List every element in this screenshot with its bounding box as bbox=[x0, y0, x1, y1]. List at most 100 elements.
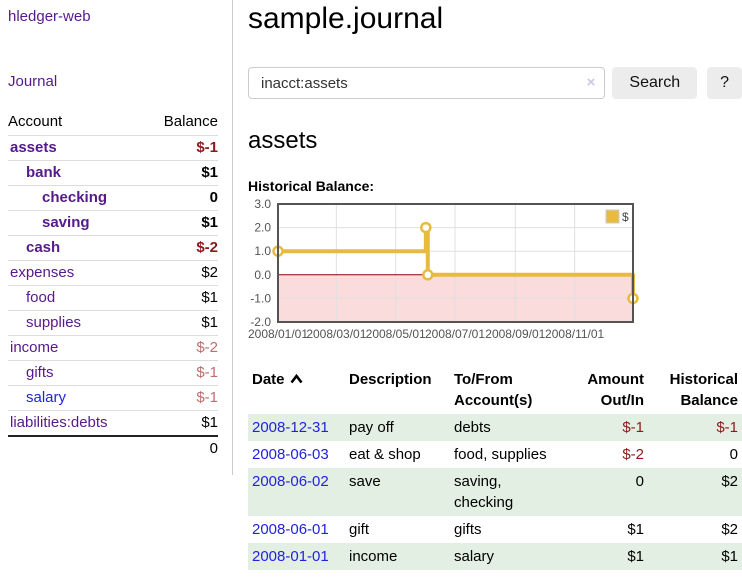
transaction-balance: $1 bbox=[721, 548, 738, 565]
search-button[interactable]: Search bbox=[612, 67, 698, 99]
transaction-date-cell: 2008-06-02 bbox=[248, 468, 345, 516]
column-header-balance[interactable]: Historical Balance bbox=[669, 371, 738, 409]
transaction-date-link[interactable]: 2008-06-01 bbox=[252, 521, 329, 538]
search-input[interactable] bbox=[248, 67, 606, 99]
app-title: hledger-web bbox=[8, 8, 218, 26]
plot-border bbox=[277, 203, 634, 323]
column-header-accounts[interactable]: To/From Account(s) bbox=[454, 371, 533, 409]
page-title: sample.journal bbox=[248, 2, 444, 35]
transaction-row[interactable]: 2008-12-31 pay off debts $-1 $-1 bbox=[248, 414, 742, 441]
account-row: checking 0 bbox=[8, 185, 218, 211]
transaction-date-cell: 2008-06-03 bbox=[248, 441, 345, 468]
legend-swatch bbox=[605, 209, 620, 224]
sidebar-nav: Journal bbox=[8, 73, 218, 91]
chart-title: Historical Balance: bbox=[248, 178, 375, 194]
accounts-table-body: assets $-1 bank $1 checking 0 saving $1 cash $-2 e… bbox=[8, 135, 218, 436]
account-link[interactable]: saving bbox=[42, 214, 90, 231]
transaction-accounts: gifts bbox=[454, 521, 482, 538]
search-input-wrap: × bbox=[248, 67, 606, 99]
account-link[interactable]: food bbox=[26, 289, 56, 306]
transaction-accounts: debts bbox=[454, 419, 491, 436]
transactions-table: Date Description To/From Account(s) Amou… bbox=[248, 366, 742, 570]
account-name-cell: food bbox=[8, 285, 144, 311]
account-balance: $-2 bbox=[143, 235, 218, 261]
account-link[interactable]: supplies bbox=[26, 314, 82, 331]
column-header-description[interactable]: Description bbox=[349, 371, 432, 388]
x-axis-tick-label: 2008/05/01 bbox=[366, 327, 426, 341]
account-name-cell: income bbox=[8, 335, 144, 361]
transactions-header-row: Date Description To/From Account(s) Amou… bbox=[248, 366, 742, 414]
account-row: salary $-1 bbox=[8, 385, 218, 411]
x-axis-tick-label: 2008/01/01 bbox=[248, 327, 308, 341]
transaction-row[interactable]: 2008-06-01 gift gifts $1 $2 bbox=[248, 516, 742, 543]
account-row: bank $1 bbox=[8, 160, 218, 186]
transaction-date-link[interactable]: 2008-12-31 bbox=[252, 419, 329, 436]
accounts-total-spacer bbox=[8, 435, 144, 461]
account-link[interactable]: expenses bbox=[10, 264, 75, 281]
transaction-balance: 0 bbox=[729, 446, 738, 463]
account-balance: $1 bbox=[143, 285, 218, 311]
account-link[interactable]: gifts bbox=[26, 364, 54, 381]
x-axis-tick-label: 2008/11/01 bbox=[545, 327, 604, 341]
column-header-amount[interactable]: Amount Out/In bbox=[587, 371, 644, 409]
help-button[interactable]: ? bbox=[707, 67, 742, 99]
account-name-cell: liabilities:debts bbox=[8, 410, 144, 436]
y-axis-tick-label: -2.0 bbox=[250, 315, 271, 329]
transaction-date-link[interactable]: 2008-06-03 bbox=[252, 446, 329, 463]
x-axis-tick-label: 2008/03/01 bbox=[306, 327, 366, 341]
account-name-cell: cash bbox=[8, 235, 144, 261]
transaction-accounts: saving, checking bbox=[454, 473, 514, 511]
transactions-table-body: 2008-12-31 pay off debts $-1 $-1 2008-06-03 ea… bbox=[248, 414, 742, 570]
chart-canvas: 3.0 2.0 1.0 0.0 -1.0 -2.02008/01/012008/03/01… bbox=[248, 197, 639, 341]
section-title: assets bbox=[248, 127, 318, 154]
account-name-cell: salary bbox=[8, 385, 144, 411]
account-link[interactable]: checking bbox=[42, 189, 108, 206]
transaction-row[interactable]: 2008-06-03 eat & shop food, supplies $-2 0 bbox=[248, 441, 742, 468]
transaction-amount: $-2 bbox=[622, 446, 644, 463]
y-axis-tick-label: 3.0 bbox=[254, 197, 271, 211]
account-name-cell: bank bbox=[8, 160, 144, 186]
data-point bbox=[422, 269, 434, 281]
transaction-date-cell: 2008-01-01 bbox=[248, 543, 345, 570]
account-row: cash $-2 bbox=[8, 235, 218, 261]
transaction-date-cell: 2008-06-01 bbox=[248, 516, 345, 543]
accounts-total-row: 0 bbox=[8, 435, 218, 461]
transaction-date-cell: 2008-12-31 bbox=[248, 414, 345, 441]
account-link[interactable]: bank bbox=[26, 164, 62, 181]
transaction-balance: $-1 bbox=[716, 419, 738, 436]
clear-search-icon[interactable]: × bbox=[586, 74, 596, 91]
transaction-date-link[interactable]: 2008-06-02 bbox=[252, 473, 329, 490]
sidebar: hledger-web Journal Account Balance asse… bbox=[0, 0, 233, 475]
account-link[interactable]: salary bbox=[26, 389, 67, 406]
account-name-cell: expenses bbox=[8, 260, 144, 286]
column-header-date[interactable]: Date bbox=[248, 366, 345, 414]
account-link[interactable]: assets bbox=[10, 139, 57, 156]
account-link[interactable]: liabilities:debts bbox=[10, 414, 108, 431]
account-row: income $-2 bbox=[8, 335, 218, 361]
transaction-amount: $1 bbox=[627, 548, 644, 565]
app-title-link[interactable]: hledger-web bbox=[8, 8, 91, 25]
y-axis-tick-label: 1.0 bbox=[254, 244, 271, 258]
transaction-row[interactable]: 2008-01-01 income salary $1 $1 bbox=[248, 543, 742, 570]
transaction-description: eat & shop bbox=[349, 446, 421, 463]
y-axis-tick-label: -1.0 bbox=[250, 291, 271, 305]
legend-label: $ bbox=[622, 210, 629, 224]
sort-ascending-icon bbox=[289, 369, 303, 390]
account-balance: 0 bbox=[143, 185, 218, 211]
account-link[interactable]: cash bbox=[26, 239, 61, 256]
transaction-row[interactable]: 2008-06-02 save saving, checking 0 $2 bbox=[248, 468, 742, 516]
account-balance: $1 bbox=[143, 310, 218, 336]
account-name-cell: gifts bbox=[8, 360, 144, 386]
account-name-cell: supplies bbox=[8, 310, 144, 336]
transaction-date-link[interactable]: 2008-01-01 bbox=[252, 548, 329, 565]
account-row: assets $-1 bbox=[8, 135, 218, 161]
sidebar-item-journal[interactable]: Journal bbox=[8, 73, 58, 90]
transaction-description: save bbox=[349, 473, 381, 490]
accounts-header-account: Account bbox=[8, 113, 63, 130]
account-link[interactable]: income bbox=[10, 339, 59, 356]
account-row: liabilities:debts $1 bbox=[8, 410, 218, 436]
transaction-description: income bbox=[349, 548, 398, 565]
historical-balance-chart: 3.0 2.0 1.0 0.0 -1.0 -2.0 2008/01/01 2008/03/01… bbox=[248, 197, 742, 348]
account-balance: $1 bbox=[143, 410, 218, 436]
search-form: × Search ? bbox=[248, 67, 742, 99]
